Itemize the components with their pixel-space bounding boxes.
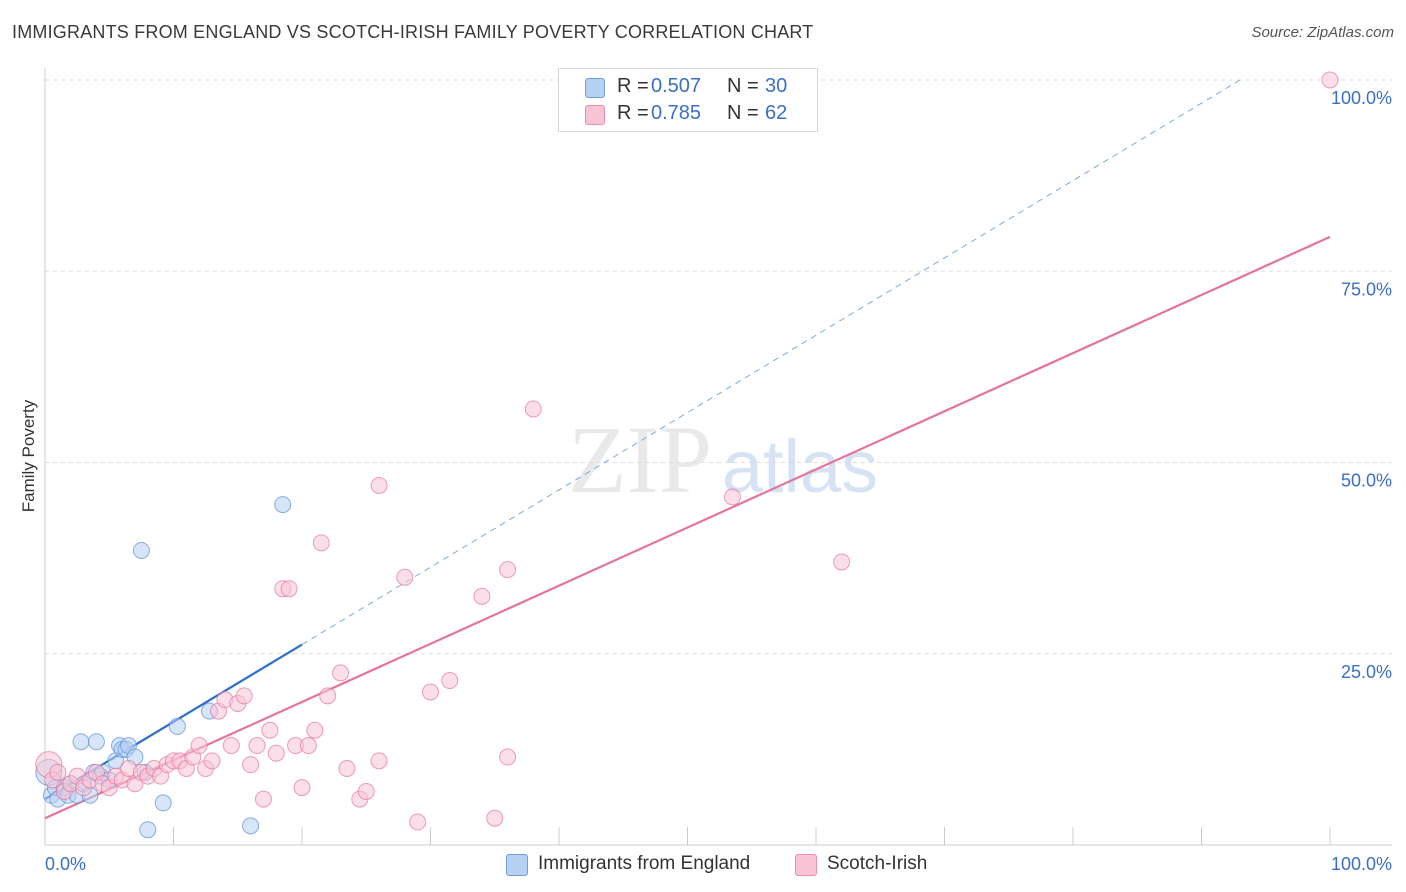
scotch-irish-legend-label: Scotch-Irish	[827, 853, 928, 874]
scotch-irish-point	[499, 561, 517, 579]
scotch-irish-point	[486, 809, 504, 827]
scotch-irish-point	[833, 553, 851, 571]
scotch-irish-point	[242, 756, 260, 774]
scotch-irish-point	[203, 752, 221, 770]
england-n-value: 30	[765, 75, 788, 97]
england-point	[242, 817, 260, 835]
y-axis-label: Family Poverty	[19, 399, 38, 513]
scotch-irish-point	[49, 763, 67, 781]
scotch-irish-point	[357, 782, 375, 800]
x-tick-label-max: 100.0%	[1331, 854, 1392, 874]
scotch-irish-r-value: 0.785	[651, 102, 702, 124]
n-label: N =	[727, 102, 759, 124]
scotch-irish-point	[338, 760, 356, 777]
zipatlas-watermark: ZIP atlas	[568, 406, 878, 513]
scotch-irish-point	[222, 737, 240, 755]
scotch-irish-point	[299, 737, 317, 755]
watermark-zip: ZIP	[568, 406, 712, 513]
scotch-irish-points	[35, 71, 1339, 831]
scotch-irish-point	[280, 580, 298, 598]
scotch-irish-point	[235, 687, 253, 705]
england-legend-label: Immigrants from England	[538, 853, 751, 874]
england-point	[274, 496, 292, 514]
tick-labels: 25.0% 50.0% 75.0% 100.0% 0.0% 100.0%	[45, 88, 1392, 874]
data-points	[35, 71, 1339, 839]
gridlines	[45, 79, 1392, 655]
scotch-irish-trend-line	[44, 235, 1331, 820]
scotch-irish-point	[370, 752, 388, 770]
scotch-irish-point	[312, 534, 330, 552]
scotch-irish-point	[370, 476, 388, 494]
england-trend-extension	[301, 79, 1241, 645]
scotch-irish-point	[396, 568, 414, 586]
y-tick-label: 100.0%	[1331, 88, 1392, 108]
y-tick-label: 75.0%	[1341, 279, 1392, 299]
scotch-irish-point	[293, 779, 311, 797]
scotch-irish-point	[319, 687, 337, 705]
y-tick-label: 50.0%	[1341, 471, 1392, 491]
england-point	[132, 541, 150, 559]
scotch-irish-point	[422, 683, 439, 701]
scotch-irish-point	[499, 748, 517, 766]
scotch-irish-point	[261, 721, 279, 739]
r-label: R =	[617, 102, 649, 124]
axes	[44, 68, 1392, 846]
watermark-atlas: atlas	[722, 425, 878, 508]
chart-title: IMMIGRANTS FROM ENGLAND VS SCOTCH-IRISH …	[12, 22, 814, 42]
scotch-irish-n-value: 62	[765, 102, 788, 124]
england-point	[72, 733, 90, 751]
scotch-irish-point	[441, 672, 459, 690]
scotch-irish-point	[190, 737, 208, 755]
england-point	[168, 717, 186, 735]
series-legend: Immigrants from England Scotch-Irish	[0, 852, 1406, 878]
r-label: R =	[617, 75, 649, 97]
y-tick-label: 25.0%	[1341, 662, 1392, 682]
scotch-irish-point	[306, 721, 324, 739]
source-label: Source: ZipAtlas.com	[1251, 24, 1394, 41]
scotch-irish-point	[723, 488, 741, 506]
stats-legend: R = 0.507 N = 30 R = 0.785 N = 62	[558, 68, 818, 132]
england-point	[154, 794, 172, 812]
n-label: N =	[727, 75, 759, 97]
scotch-irish-point	[409, 813, 427, 831]
x-tick-label-min: 0.0%	[45, 854, 86, 874]
scotch-irish-swatch	[585, 105, 605, 125]
scotch-irish-point	[473, 587, 491, 605]
scotch-irish-legend-swatch	[795, 854, 817, 876]
scotch-irish-point	[254, 790, 272, 808]
england-r-value: 0.507	[651, 75, 702, 97]
england-point	[139, 821, 157, 839]
england-swatch	[585, 78, 605, 98]
england-legend-swatch	[506, 854, 528, 876]
scotch-irish-point	[248, 737, 266, 755]
scotch-irish-point	[267, 744, 285, 762]
scotch-irish-point	[524, 400, 542, 418]
scotch-irish-point	[332, 664, 350, 682]
england-point	[87, 733, 105, 751]
scotch-irish-point	[1321, 71, 1339, 89]
